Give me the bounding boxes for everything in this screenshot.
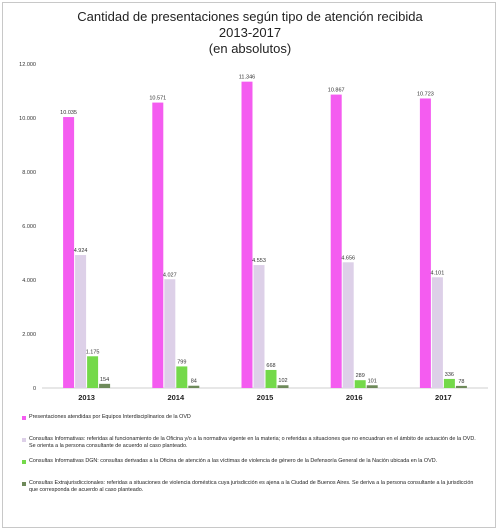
bar bbox=[455, 385, 467, 388]
bar bbox=[366, 385, 378, 388]
bar bbox=[63, 117, 75, 389]
data-label: 10.571 bbox=[149, 96, 166, 102]
bar bbox=[265, 369, 277, 388]
bar bbox=[277, 385, 289, 388]
bar bbox=[188, 385, 200, 388]
data-label: 78 bbox=[458, 379, 464, 385]
legend-swatch-ovd bbox=[22, 416, 26, 420]
y-tick-label: 8.000 bbox=[22, 170, 36, 176]
legend-label-ovd: Presentaciones atendidas por Equipos Int… bbox=[29, 414, 191, 420]
bar bbox=[176, 366, 188, 388]
x-tick-label: 2016 bbox=[346, 393, 363, 402]
data-label: 336 bbox=[445, 372, 454, 378]
chart-title-line-2: 2013-2017 bbox=[218, 25, 282, 40]
data-label: 154 bbox=[100, 377, 109, 383]
data-label: 4.101 bbox=[431, 270, 445, 276]
legend-label-dgn: Consultas Informativas DGN: consultas de… bbox=[29, 458, 438, 464]
data-label: 289 bbox=[356, 373, 365, 379]
x-tick-label: 2013 bbox=[78, 393, 95, 402]
x-tick-label: 2014 bbox=[167, 393, 185, 402]
y-tick-label: 2.000 bbox=[22, 332, 36, 338]
data-label: 4.553 bbox=[252, 258, 266, 264]
bar bbox=[152, 102, 164, 388]
chart-title-line-1: Cantidad de presentaciones según tipo de… bbox=[77, 9, 423, 24]
data-label: 799 bbox=[177, 359, 186, 365]
x-tick-label: 2015 bbox=[257, 393, 274, 402]
bar bbox=[330, 94, 342, 388]
y-tick-label: 12.000 bbox=[19, 62, 36, 68]
bar bbox=[443, 378, 455, 388]
x-tick-label: 2017 bbox=[435, 393, 452, 402]
bar bbox=[99, 383, 111, 388]
legend-swatch-informativas bbox=[22, 438, 26, 442]
data-label: 1.175 bbox=[86, 349, 100, 355]
bar bbox=[354, 380, 366, 388]
bar bbox=[75, 255, 87, 388]
bar bbox=[342, 262, 354, 388]
data-label: 10.035 bbox=[60, 110, 77, 116]
legend-label-informativas: Consultas Informativas: referidas al fun… bbox=[29, 436, 476, 449]
data-label: 4.027 bbox=[163, 272, 177, 278]
data-label: 10.723 bbox=[417, 91, 434, 97]
y-tick-label: 0 bbox=[33, 386, 36, 392]
data-label: 10.867 bbox=[328, 88, 345, 94]
bar bbox=[431, 277, 443, 388]
y-tick-label: 4.000 bbox=[22, 278, 36, 284]
bar bbox=[241, 81, 253, 389]
chart-title-line-3: (en absolutos) bbox=[208, 41, 292, 56]
bar bbox=[164, 279, 176, 388]
data-label: 11.346 bbox=[239, 75, 255, 81]
y-tick-label: 6.000 bbox=[22, 224, 36, 230]
data-label: 4.656 bbox=[341, 255, 355, 261]
bar bbox=[419, 98, 431, 388]
bar bbox=[253, 265, 265, 388]
data-label: 4.924 bbox=[74, 248, 88, 254]
data-label: 102 bbox=[278, 378, 287, 384]
data-label: 101 bbox=[368, 378, 377, 384]
legend-swatch-dgn bbox=[22, 460, 26, 464]
bar bbox=[87, 356, 99, 388]
y-tick-label: 10.000 bbox=[19, 116, 36, 122]
data-label: 668 bbox=[266, 363, 275, 369]
data-label: 84 bbox=[191, 379, 197, 385]
legend-swatch-extrajurisdiccionales bbox=[22, 482, 26, 486]
legend-label-extrajurisdiccionales: Consultas Extrajurisdiccionales: referid… bbox=[29, 480, 474, 493]
